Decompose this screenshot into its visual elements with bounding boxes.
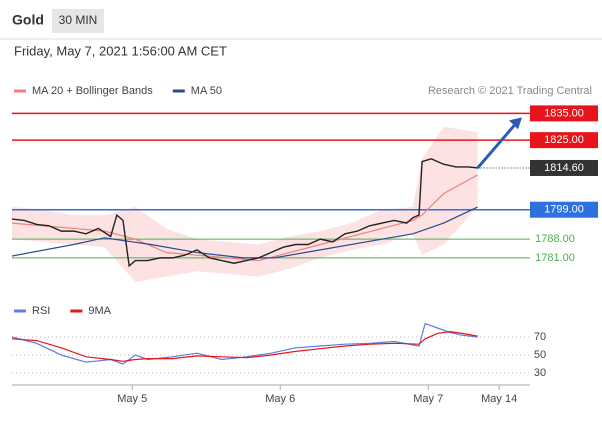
forecast-arrow: [476, 122, 518, 169]
credit: Research © 2021 Trading Central: [428, 85, 592, 97]
x-tick-label: May 7: [413, 393, 443, 405]
level-label: 1788.00: [535, 233, 575, 245]
y-tick-label: 30: [534, 367, 546, 379]
y-tick-label: 70: [534, 331, 546, 343]
price-label-box: [530, 159, 598, 176]
series-line: [11, 158, 478, 268]
interval-label[interactable]: 30 MIN: [59, 13, 98, 27]
date: Friday, May 7, 2021 1:56:00 AM CET: [14, 43, 227, 58]
series-line: [11, 322, 478, 365]
x-tick-label: May 5: [117, 393, 147, 405]
forecast-arrowhead: [509, 117, 522, 130]
legend-label: RSI: [32, 305, 50, 317]
legend-label: 9MA: [88, 305, 111, 317]
symbol: Gold: [12, 12, 44, 28]
level-label-box: [530, 201, 598, 218]
series-line: [11, 330, 478, 362]
level-label-box: [530, 132, 598, 149]
level-label: 1799.00: [544, 204, 584, 216]
level-label: 1781.00: [535, 252, 575, 264]
interval-button[interactable]: [52, 9, 104, 33]
level-label: 1825.00: [544, 134, 584, 146]
legend-label: MA 20 + Bollinger Bands: [32, 85, 153, 97]
x-tick-label: May 14: [481, 393, 517, 405]
level-label-box: [530, 105, 598, 122]
price-label: 1814.60: [544, 162, 584, 174]
y-tick-label: 50: [534, 349, 546, 361]
legend-label: MA 50: [191, 85, 222, 97]
x-tick-label: May 6: [265, 393, 295, 405]
level-label: 1835.00: [544, 107, 584, 119]
